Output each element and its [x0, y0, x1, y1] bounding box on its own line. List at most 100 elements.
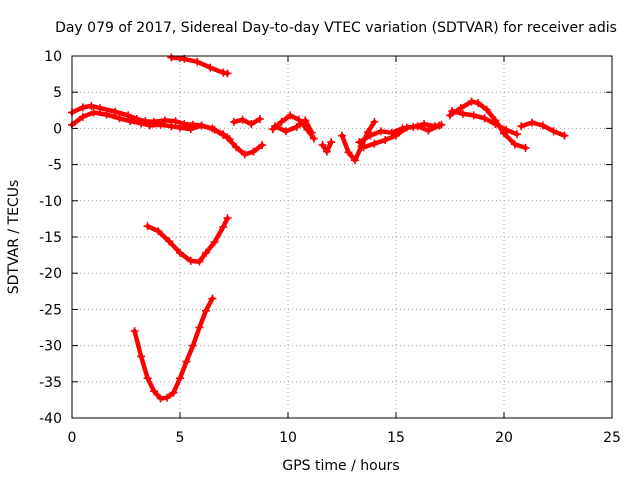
data-point [197, 121, 206, 130]
data-point [126, 117, 135, 126]
x-tick-label: 20 [495, 430, 513, 446]
data-point [355, 138, 364, 147]
y-tick-label: 10 [44, 49, 62, 65]
data-point [350, 156, 359, 165]
data-point [467, 97, 476, 106]
data-point [223, 133, 232, 142]
data-point [206, 63, 215, 72]
data-point [219, 222, 228, 231]
x-axis-label: GPS time / hours [282, 458, 399, 474]
series-seg-11.7-12 [318, 138, 336, 156]
data-point [176, 123, 184, 132]
data-point [145, 121, 154, 130]
series-line [270, 113, 317, 141]
data-point [193, 57, 202, 66]
data-point [87, 101, 96, 110]
data-point [232, 143, 241, 152]
data-point [338, 131, 346, 140]
series-seg-17.5-21-b [448, 107, 521, 139]
plot-frame [71, 55, 613, 419]
data-point [491, 120, 500, 129]
data-point [143, 222, 152, 231]
data-point [258, 141, 267, 150]
data-point [188, 341, 197, 350]
data-point [521, 143, 530, 152]
data-point [176, 248, 184, 257]
data-point [370, 117, 379, 126]
data-point [327, 138, 336, 147]
series-line [169, 55, 230, 76]
y-axis-label: SDTVAR / TECUs [6, 180, 22, 295]
series-line [132, 296, 215, 401]
series-seg-7-8 [223, 133, 267, 159]
data-point [137, 352, 146, 361]
data-point [435, 121, 444, 130]
data-point [230, 117, 238, 126]
data-point [169, 388, 178, 397]
data-point [392, 131, 400, 140]
data-point [130, 327, 139, 336]
data-point [370, 139, 379, 148]
series-seg-minus-35 [130, 294, 217, 403]
data-point [424, 126, 433, 135]
data-point [223, 69, 232, 78]
data-point [271, 122, 280, 131]
y-tick-label: -30 [39, 339, 62, 355]
data-point [195, 323, 204, 332]
data-point [255, 114, 264, 123]
data-point [165, 237, 174, 246]
series-line [339, 119, 377, 163]
data-point [137, 119, 146, 128]
data-point [238, 115, 247, 124]
data-point [446, 111, 454, 120]
data-point [210, 125, 219, 134]
data-point [124, 111, 133, 120]
data-point [78, 112, 87, 121]
x-tick-label: 5 [176, 430, 185, 446]
data-point [528, 118, 537, 127]
data-point [469, 111, 478, 120]
x-tick-label: 10 [279, 430, 297, 446]
data-point [560, 131, 569, 140]
data-point [318, 141, 327, 150]
x-tick-label: 0 [68, 430, 77, 446]
data-point [219, 130, 228, 139]
data-point [102, 110, 111, 119]
data-point [359, 143, 368, 152]
data-point [413, 122, 422, 131]
y-tick-label: -10 [39, 194, 62, 210]
series-seg-13.5-17-b [359, 121, 444, 152]
data-point [456, 104, 465, 113]
data-point [448, 107, 457, 116]
data-point [474, 99, 483, 108]
y-tick-label: 5 [53, 85, 62, 101]
tick-labels: 0 5 10 15 20 25 10 5 0 -5 -10 -15 -20 -25 -30 -35 -40 [39, 49, 621, 446]
data-point [156, 120, 165, 129]
data-point [115, 114, 124, 123]
data-point [89, 108, 98, 117]
series-main-band-a [68, 101, 234, 144]
data-point [223, 214, 232, 223]
series-seg-21-23 [517, 118, 569, 140]
data-point [167, 122, 176, 131]
series-seg-9.5-11-b [271, 116, 316, 137]
x-tick-label: 25 [603, 430, 621, 446]
data-point [381, 135, 390, 144]
data-point [549, 127, 558, 136]
data-point [182, 357, 191, 366]
y-tick-label: -5 [48, 158, 62, 174]
data-point [186, 125, 195, 134]
data-point [150, 387, 159, 396]
data-point [502, 125, 511, 134]
series-line [231, 116, 263, 127]
data-point [510, 140, 519, 149]
grid-lines [72, 56, 612, 418]
series-line [145, 215, 230, 264]
series-seg-17.5-21 [446, 97, 530, 152]
series-seg-minus-15 [143, 214, 232, 266]
data-point [402, 123, 411, 132]
data-point [154, 227, 163, 236]
data-point [201, 306, 210, 315]
data-point [277, 117, 286, 126]
